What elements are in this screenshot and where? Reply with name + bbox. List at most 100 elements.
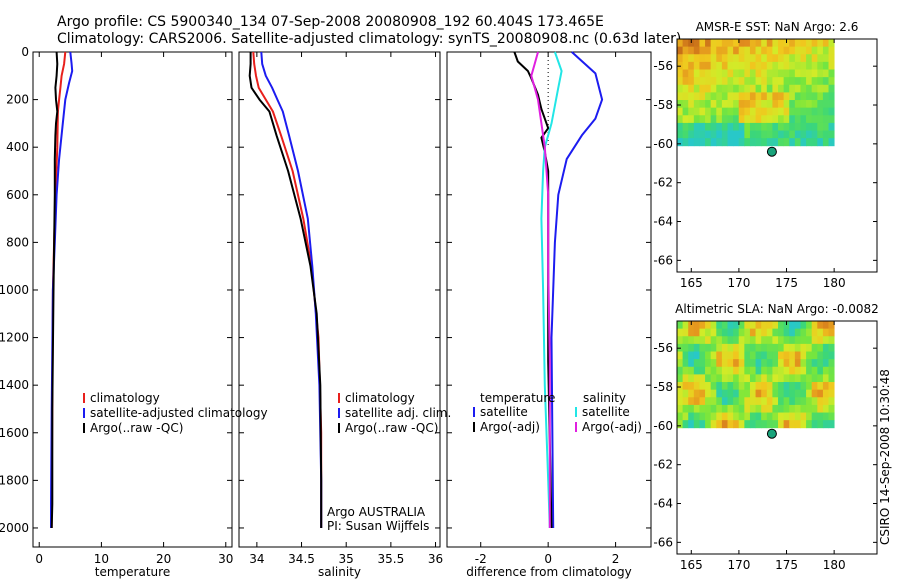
sla_map-heat-cell <box>749 351 756 360</box>
sla_map-heat-cell <box>755 397 762 406</box>
sst_map-heat-cell <box>705 69 712 78</box>
sla_map-heat-cell <box>794 321 801 330</box>
sst_map-heat-cell <box>705 115 712 124</box>
sst_map-heat-cell <box>699 92 706 101</box>
sst_map-heat-cell <box>755 122 762 131</box>
sla_map-heat-cell <box>682 404 689 413</box>
sla_map-heat-cell <box>733 382 740 391</box>
sla_map-heat-cell <box>794 420 801 429</box>
sla_map-heat-cell <box>682 336 689 345</box>
sst_map-heat-cell <box>783 39 790 48</box>
sla_map-heat-cell <box>710 351 717 360</box>
sla_map-heat-cell <box>817 404 824 413</box>
sla_map-heat-cell <box>755 351 762 360</box>
sst_map-heat-cell <box>682 54 689 63</box>
temperature-legend-1-label: climatology <box>90 391 160 405</box>
sla_map-heat-cell <box>699 321 706 330</box>
sla_map-heat-cell <box>749 366 756 375</box>
sla_map-heat-cell <box>677 351 684 360</box>
sla_map-heat-cell <box>738 397 745 406</box>
sst_map-heat-cell <box>800 84 807 93</box>
sla_map-heat-cell <box>806 359 813 368</box>
depth-tick-label: 1800 <box>0 473 29 487</box>
sla_map-heat-cell <box>778 359 785 368</box>
sst_map-heat-cell <box>693 122 700 131</box>
sst_map-heat-cell <box>682 69 689 78</box>
sst_map-heat-cell <box>738 61 745 70</box>
sla_map-heat-cell <box>699 359 706 368</box>
sst_map-heat-cell <box>693 107 700 116</box>
sst_map-heat-cell <box>766 61 773 70</box>
sst_map-heat-cell <box>761 138 768 147</box>
sla_map-heat-cell <box>766 343 773 352</box>
sst_map-heat-cell <box>710 69 717 78</box>
sla_map-heat-cell <box>811 412 818 421</box>
sst_map-heat-cell <box>789 54 796 63</box>
sla_map-frame <box>676 320 878 555</box>
sla_map-heat-cell <box>822 351 829 360</box>
sst_map-heat-cell <box>716 46 723 55</box>
sla_map-heat-cell <box>688 382 695 391</box>
sla_map-heat-cell <box>733 404 740 413</box>
sst_map-heat-cell <box>783 46 790 55</box>
sla_map-heat-cell <box>693 321 700 330</box>
sla_map-heat-cell <box>710 343 717 352</box>
sst_map-heat-cell <box>716 107 723 116</box>
sla_map-heat-cell <box>817 336 824 345</box>
sst_map-heat-cell <box>806 115 813 124</box>
sst_map-heat-cell <box>772 77 779 86</box>
sst_map-heat-cell <box>783 61 790 70</box>
sst_map-heat-cell <box>783 69 790 78</box>
sla_map-heat-cell <box>806 397 813 406</box>
sla_map-heat-cell <box>693 404 700 413</box>
sla_map-heat-cell <box>727 328 734 337</box>
sla_map-heat-cell <box>772 366 779 375</box>
sla_map-heat-cell <box>789 351 796 360</box>
sst_map-heat-cell <box>828 61 835 70</box>
temperature-legend-3-label: Argo(..raw -QC) <box>90 421 183 435</box>
sla_map-heat-cell <box>693 366 700 375</box>
sst_map-heat-cell <box>755 84 762 93</box>
sla_map-heat-cell <box>677 366 684 375</box>
sla_map-heat-cell <box>778 420 785 429</box>
sla_map-heat-cell <box>716 359 723 368</box>
sla_map-heat-cell <box>682 397 689 406</box>
sst_map-heat-cell <box>772 84 779 93</box>
sla_map-heat-cell <box>822 404 829 413</box>
sst_map-heat-cell <box>800 61 807 70</box>
sst_map-heat-cell <box>710 107 717 116</box>
sst_map-heat-cell <box>789 77 796 86</box>
sla_map-heat-cell <box>705 336 712 345</box>
depth-tick-label: 1200 <box>0 331 29 345</box>
sla_map-heat-cell <box>811 404 818 413</box>
sst_map-heat-cell <box>828 92 835 101</box>
sla_map-heat-cell <box>727 343 734 352</box>
sla_map-heat-cell <box>778 336 785 345</box>
sla_map-heat-cell <box>794 328 801 337</box>
sst_map-heat-cell <box>811 130 818 139</box>
sla_map-heat-cell <box>716 382 723 391</box>
sst_map-heat-cell <box>811 115 818 124</box>
sla_map-heat-cell <box>705 420 712 429</box>
sla_map-heat-cell <box>749 382 756 391</box>
sst_map-heat-cell <box>822 84 829 93</box>
sla_map-heat-cell <box>688 321 695 330</box>
sst_map-heat-cell <box>794 92 801 101</box>
sst_map-heat-cell <box>806 61 813 70</box>
sst_map-heat-cell <box>721 46 728 55</box>
sst_map-heat-cell <box>727 69 734 78</box>
sst_map-heat-cell <box>766 100 773 109</box>
sla_map-heat-cell <box>778 382 785 391</box>
sst_map-heat-cell <box>761 69 768 78</box>
sst_map-heat-cell <box>822 39 829 48</box>
sst_map-heat-cell <box>755 107 762 116</box>
sla_map-heat-cell <box>705 366 712 375</box>
sst_map-heat-cell <box>705 122 712 131</box>
salinity-xtick-label: 36 <box>428 552 443 566</box>
sst_map-heat-cell <box>755 130 762 139</box>
sst_map-heat-cell <box>744 107 751 116</box>
sla_map-heat-cell <box>778 389 785 398</box>
sla_map-heat-cell <box>716 321 723 330</box>
sla_map-heat-cell <box>721 328 728 337</box>
salinity-annotation-1: Argo AUSTRALIA <box>327 505 426 519</box>
